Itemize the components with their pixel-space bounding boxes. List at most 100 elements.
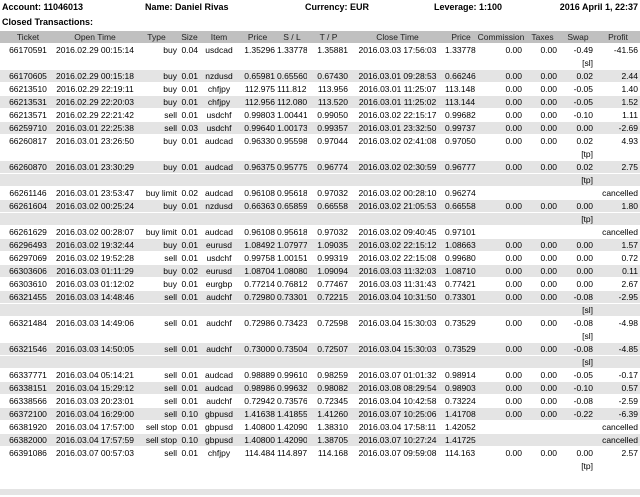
- column-header-close-price: Price: [445, 31, 477, 43]
- transaction-row: 66337771 2016.03.04 05:14:21 sell 0.01 a…: [0, 369, 640, 381]
- cell-type: buy: [134, 83, 179, 95]
- cell-taxes: 0.00: [525, 395, 560, 407]
- cell-close-price: 114.163: [445, 447, 477, 459]
- cell-item: usdchf: [200, 122, 238, 134]
- closed-transactions-table: Ticket Open Time Type Size Item Price S …: [0, 30, 640, 473]
- cell-close-price: 0.98914: [445, 369, 477, 381]
- cell-profit: cancelled: [596, 421, 640, 433]
- marker-row: [tp]: [0, 148, 640, 160]
- cell-taxes: 0.00: [525, 135, 560, 147]
- cell-type: [134, 213, 179, 225]
- cell-close-time: [350, 148, 445, 160]
- cell-close-price: 0.97050: [445, 135, 477, 147]
- cell-open-price: 0.72986: [238, 317, 277, 329]
- cell-item: audcad: [200, 382, 238, 394]
- cell-ticket: 66338566: [0, 395, 56, 407]
- cell-type: sell: [134, 109, 179, 121]
- cell-profit: [596, 174, 640, 186]
- cell-open-price: [238, 330, 277, 342]
- cell-taxes: 0.00: [525, 382, 560, 394]
- cell-profit: [596, 460, 640, 472]
- cell-commission: 0.00: [477, 265, 525, 277]
- cell-swap: -0.08: [560, 343, 596, 355]
- cell-open-time: 2016.02.29 22:21:42: [56, 109, 134, 121]
- cell-type: sell: [134, 122, 179, 134]
- cell-swap: 0.00: [560, 200, 596, 212]
- cell-profit: 1.57: [596, 239, 640, 251]
- cell-open-price: [238, 356, 277, 368]
- cell-open-time: 2016.03.02 19:32:44: [56, 239, 134, 251]
- cell-commission: [477, 213, 525, 225]
- cell-sl: 0.65859: [277, 200, 307, 212]
- cell-sl: [277, 330, 307, 342]
- cell-close-time: 2016.03.03 11:31:43: [350, 278, 445, 290]
- cell-type: buy limit: [134, 187, 179, 199]
- cell-item: nzdusd: [200, 70, 238, 82]
- cell-type: sell: [134, 291, 179, 303]
- cell-open-time: 2016.03.03 14:49:06: [56, 317, 134, 329]
- cell-tp: 0.97032: [307, 187, 350, 199]
- cell-size: 0.01: [179, 200, 200, 212]
- cell-swap: -0.08: [560, 395, 596, 407]
- cell-ticket: 66321455: [0, 291, 56, 303]
- cell-close-time: 2016.03.07 09:59:08: [350, 447, 445, 459]
- cell-taxes: [525, 460, 560, 472]
- cell-profit: 0.11: [596, 265, 640, 277]
- cell-close-time: 2016.03.08 08:29:54: [350, 382, 445, 394]
- cell-type: buy: [134, 200, 179, 212]
- cell-profit: -6.39: [596, 408, 640, 420]
- cell-taxes: [525, 304, 560, 316]
- cell-swap: [560, 187, 596, 199]
- cell-close-marker: [tp]: [560, 213, 596, 225]
- cell-swap: 0.02: [560, 161, 596, 173]
- cell-close-time: 2016.03.02 09:40:45: [350, 226, 445, 238]
- marker-row: [sl]: [0, 330, 640, 342]
- cell-profit: [596, 356, 640, 368]
- cell-open-price: 0.98986: [238, 382, 277, 394]
- cell-type: buy: [134, 70, 179, 82]
- cell-sl: 0.76812: [277, 278, 307, 290]
- cell-close-time: 2016.03.02 22:15:12: [350, 239, 445, 251]
- report-header: Account: 11046013 Name: Daniel Rivas Cur…: [0, 2, 640, 15]
- cell-tp: 0.98082: [307, 382, 350, 394]
- cell-taxes: [525, 174, 560, 186]
- cell-open-price: 0.99803: [238, 109, 277, 121]
- cell-close-time: 2016.03.03 17:56:03: [350, 44, 445, 56]
- cell-tp: 0.72507: [307, 343, 350, 355]
- cell-profit: 0.57: [596, 382, 640, 394]
- cell-swap: 0.00: [560, 122, 596, 134]
- transaction-row: 66338151 2016.03.04 15:29:12 sell 0.01 a…: [0, 382, 640, 394]
- cell-sl: [277, 356, 307, 368]
- cell-tp: 1.09094: [307, 265, 350, 277]
- cell-taxes: 0.00: [525, 369, 560, 381]
- cell-sl: 1.42090: [277, 421, 307, 433]
- cell-close-price: 0.73529: [445, 343, 477, 355]
- cell-swap: [560, 434, 596, 446]
- cell-size: 0.04: [179, 44, 200, 56]
- cell-profit: -2.95: [596, 291, 640, 303]
- cell-tp: [307, 174, 350, 186]
- cell-size: 0.01: [179, 161, 200, 173]
- cell-open-time: [56, 213, 134, 225]
- transaction-row: 66261604 2016.03.02 00:25:24 buy 0.01 nz…: [0, 200, 640, 212]
- cell-type: sell: [134, 382, 179, 394]
- cell-tp: 0.99357: [307, 122, 350, 134]
- cell-close-price: 0.98903: [445, 382, 477, 394]
- cell-close-price: 0.73224: [445, 395, 477, 407]
- cell-profit: cancelled: [596, 434, 640, 446]
- cell-type: [134, 304, 179, 316]
- cell-swap: 0.02: [560, 70, 596, 82]
- transaction-row: 66213571 2016.02.29 22:21:42 sell 0.01 u…: [0, 109, 640, 121]
- cell-commission: 0.00: [477, 109, 525, 121]
- cell-taxes: 0.00: [525, 291, 560, 303]
- cell-taxes: 0.00: [525, 408, 560, 420]
- cell-open-price: 0.96108: [238, 187, 277, 199]
- cell-close-price: 0.96274: [445, 187, 477, 199]
- cell-item: usdchf: [200, 252, 238, 264]
- cell-close-marker: [tp]: [560, 174, 596, 186]
- cell-ticket: 66261629: [0, 226, 56, 238]
- cell-size: 0.01: [179, 421, 200, 433]
- leverage-info: Leverage: 1:100: [434, 2, 503, 12]
- cell-taxes: 0.00: [525, 343, 560, 355]
